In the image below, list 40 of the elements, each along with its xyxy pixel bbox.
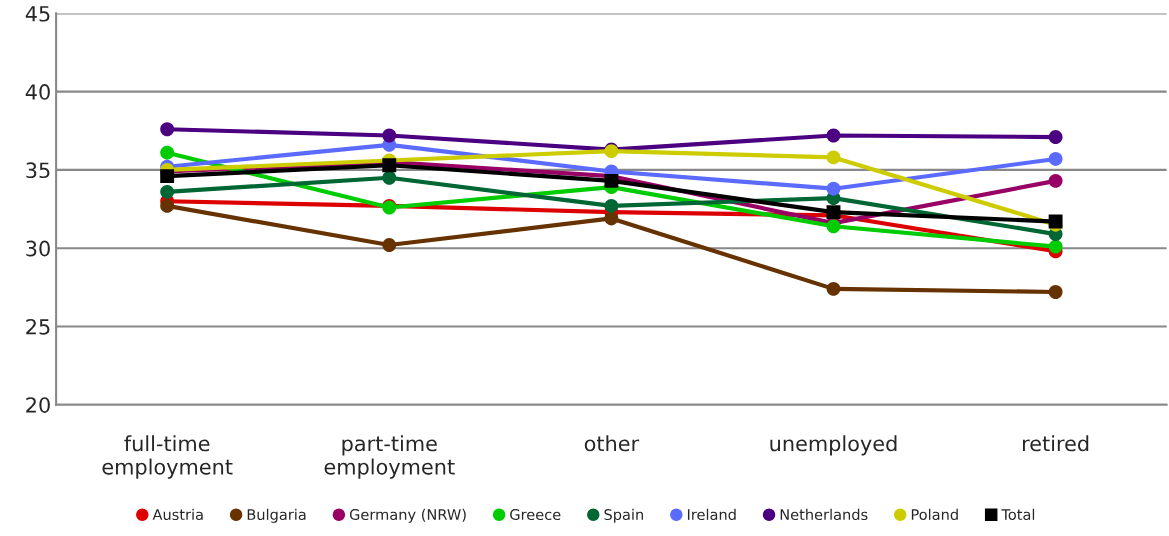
y-tick-label: 20: [26, 397, 50, 413]
point: [1048, 130, 1063, 144]
legend-label: Greece: [510, 509, 561, 521]
x-tick-label: unemployed: [770, 435, 897, 456]
legend-label: Total: [1001, 508, 1035, 521]
point: [826, 281, 841, 296]
point: [160, 145, 175, 160]
legend-label: Netherlands: [780, 508, 868, 521]
point: [1048, 285, 1063, 299]
point: [160, 184, 175, 199]
legend-label: Austria: [152, 508, 203, 521]
point: [1048, 173, 1063, 188]
point: [1048, 152, 1063, 166]
x-tick-label: other: [584, 435, 640, 452]
point: [382, 170, 397, 185]
point: [604, 198, 619, 213]
point: [826, 150, 841, 165]
x-tick-label: part-time employment: [324, 435, 455, 479]
point: [160, 169, 175, 184]
y-tick-label: 40: [25, 84, 50, 100]
legend-label: Spain: [604, 508, 643, 523]
legend-label: Ireland: [687, 508, 736, 521]
point: [826, 128, 841, 143]
y-tick-label: 30: [26, 240, 50, 257]
y-tick-label: 45: [25, 6, 50, 22]
point: [604, 211, 619, 226]
legend-label: Bulgaria: [247, 508, 306, 523]
point: [382, 128, 397, 143]
point: [1048, 239, 1063, 254]
legend-label: Poland: [911, 508, 958, 521]
x-tick-label: retired: [1022, 435, 1089, 452]
point: [382, 238, 397, 252]
x-tick-label: full-time employment: [102, 435, 233, 479]
legend-label: Germany (NRW): [349, 508, 466, 523]
y-tick-label: 35: [26, 162, 50, 179]
point: [826, 181, 841, 196]
point: [160, 122, 175, 137]
point: [160, 198, 175, 213]
y-tick-label: 25: [26, 318, 50, 335]
point: [604, 173, 619, 188]
